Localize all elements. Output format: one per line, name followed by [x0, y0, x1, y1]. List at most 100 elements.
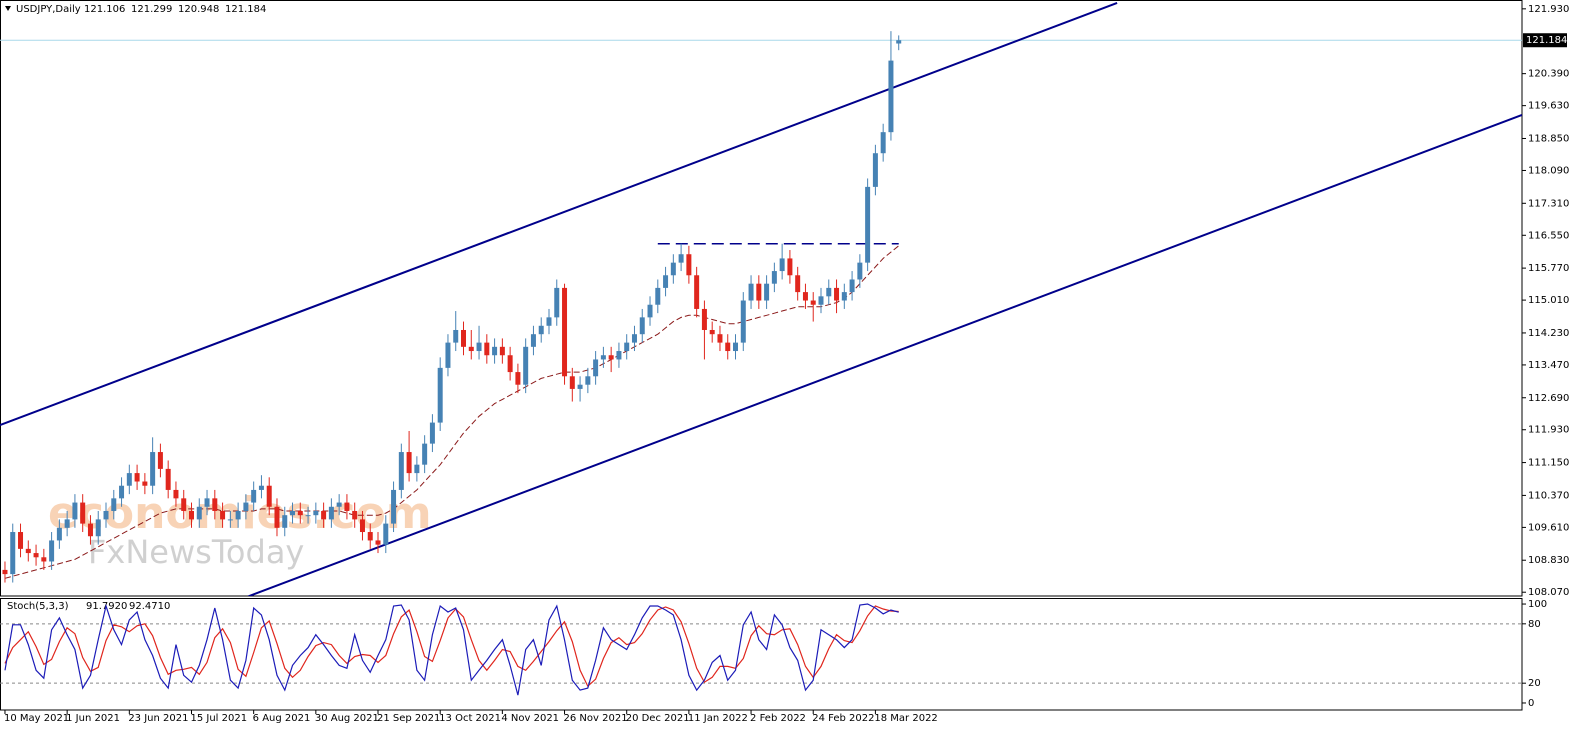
candle-body: [764, 283, 770, 301]
candle-body: [802, 292, 808, 301]
ohlc-readout: 121.106: [84, 4, 125, 15]
candle-body: [391, 489, 397, 524]
candle-body: [624, 342, 630, 352]
y-tick-label: 119.630: [1528, 101, 1569, 112]
candle-body: [725, 342, 731, 352]
candle-body: [33, 553, 39, 558]
ohlc-readout: 121.299: [131, 4, 172, 15]
candle-body: [639, 317, 645, 335]
candle-body: [538, 325, 544, 335]
candle-body: [266, 485, 272, 507]
stoch-tick-label: 20: [1528, 678, 1541, 689]
candle-body: [468, 346, 474, 352]
candle-body: [204, 498, 210, 507]
candle-body: [733, 342, 739, 352]
candle-body: [694, 275, 700, 309]
candle-body: [569, 376, 575, 389]
candle-body: [56, 527, 62, 541]
stoch-plot: [0, 603, 1522, 696]
moving-average: [4, 245, 900, 579]
candle-body: [585, 376, 591, 385]
y-tick-label: 116.550: [1528, 230, 1569, 241]
y-tick-label: 115.010: [1528, 295, 1569, 306]
stoch-tick-label: 80: [1528, 619, 1541, 630]
candle-body: [359, 519, 365, 533]
candle-body: [282, 515, 288, 528]
candle-body: [422, 443, 428, 465]
y-tick-label: 111.930: [1528, 425, 1569, 436]
candle-body: [593, 359, 599, 377]
candle-body: [826, 287, 832, 297]
x-tick-label: 15 Jul 2021: [190, 713, 247, 724]
candle-body: [398, 452, 404, 490]
candle-body: [896, 40, 902, 44]
candle-body: [227, 519, 233, 521]
candle-body: [80, 502, 86, 524]
candle-body: [546, 317, 552, 326]
x-tick-label: 18 Mar 2022: [874, 713, 937, 724]
candle-body: [701, 308, 707, 330]
x-tick-label: 1 Jun 2021: [66, 713, 120, 724]
candle-body: [655, 287, 661, 305]
candle-body: [157, 452, 163, 469]
y-tick-label: 118.850: [1528, 133, 1569, 144]
candle-body: [188, 510, 194, 520]
candle-body: [834, 287, 840, 301]
candle-body: [352, 510, 358, 520]
candle-body: [212, 498, 218, 511]
candle-body: [608, 355, 614, 360]
candle-body: [150, 452, 156, 486]
candle-body: [119, 485, 125, 499]
candle-body: [507, 355, 513, 373]
candle-body: [515, 372, 521, 385]
stoch-tick-label: 100: [1528, 599, 1547, 610]
symbol-arrow: [5, 6, 11, 11]
x-tick-label: 24 Feb 2022: [812, 713, 874, 724]
x-tick-label: 13 Oct 2021: [439, 713, 501, 724]
last-price-box: [1523, 33, 1567, 48]
candle-body: [383, 523, 389, 545]
x-tick-label: 20 Dec 2021: [626, 713, 690, 724]
candle-body: [72, 502, 78, 520]
y-tick-label: 111.150: [1528, 458, 1569, 469]
candle-body: [64, 519, 70, 528]
candle-body: [771, 271, 777, 284]
x-tick-label: 4 Nov 2021: [501, 713, 559, 724]
y-tick-label: 113.470: [1528, 360, 1569, 371]
candle-body: [274, 506, 280, 528]
candle-body: [445, 342, 451, 368]
candle-body: [717, 334, 723, 343]
candle-body: [616, 351, 622, 360]
candle-body: [196, 506, 202, 520]
stoch-name: Stoch(5,3,3): [7, 601, 69, 612]
stoch-tick-label: 0: [1528, 698, 1534, 709]
candle-body: [872, 153, 878, 187]
candle-body: [375, 540, 381, 545]
y-tick-label: 109.610: [1528, 522, 1569, 533]
candle-body: [49, 540, 55, 562]
candle-body: [251, 489, 257, 503]
candle-body: [880, 132, 886, 154]
y-tick-label: 108.070: [1528, 587, 1569, 598]
candle-body: [134, 473, 140, 482]
candle-body: [523, 346, 529, 385]
candle-body: [243, 502, 249, 511]
candle-body: [235, 510, 241, 520]
candle-body: [492, 346, 498, 356]
candle-body: [748, 283, 754, 301]
candle-body: [686, 254, 692, 276]
candle-body: [818, 296, 824, 305]
watermark: FxNewsToday: [88, 533, 304, 571]
candle-body: [756, 283, 762, 301]
y-tick-label: 121.930: [1528, 4, 1569, 15]
candle-body: [305, 515, 311, 517]
candle-body: [290, 510, 296, 516]
candle-body: [600, 355, 606, 360]
candle-body: [849, 279, 855, 293]
y-tick-label: 110.370: [1528, 490, 1569, 501]
stoch-k: [4, 603, 899, 696]
candle-body: [414, 464, 420, 474]
stoch-d: [4, 605, 899, 688]
candle-body: [647, 304, 653, 318]
candle-body: [41, 557, 47, 562]
